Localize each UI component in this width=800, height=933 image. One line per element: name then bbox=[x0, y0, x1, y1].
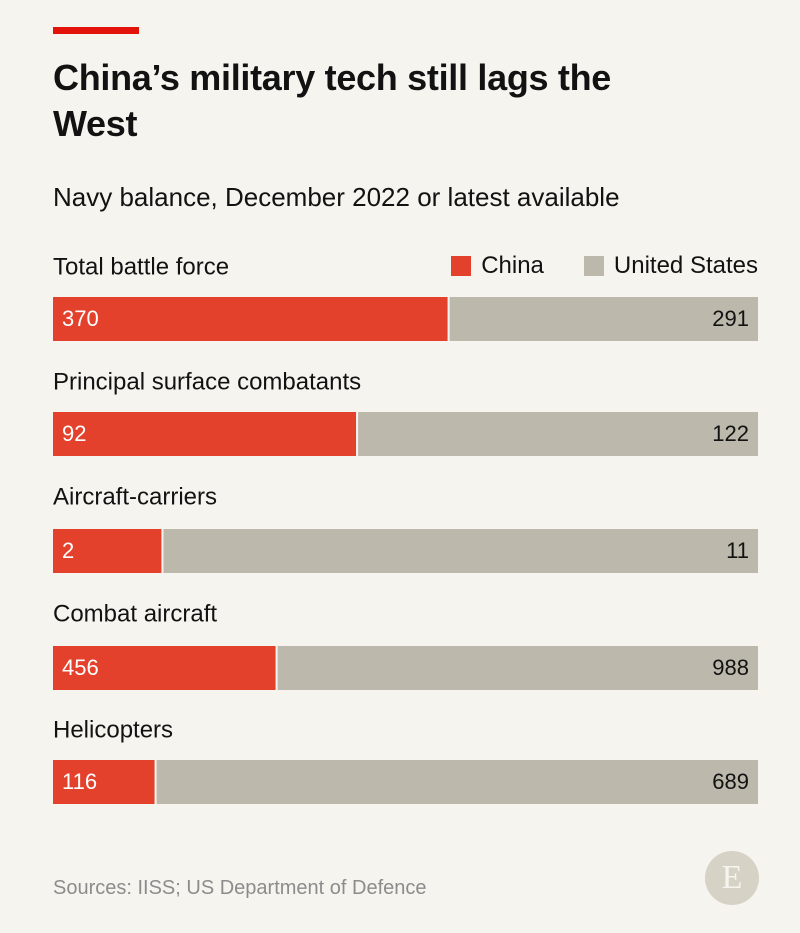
bar-china bbox=[53, 760, 155, 804]
value-label-us: 689 bbox=[712, 769, 749, 794]
bar-us bbox=[53, 760, 758, 804]
bar-divider bbox=[275, 646, 278, 690]
chart-title: China’s military tech still lags the Wes… bbox=[53, 57, 612, 144]
value-label-china: 2 bbox=[62, 538, 74, 563]
value-label-china: 116 bbox=[62, 769, 97, 794]
legend-label-china: China bbox=[481, 252, 544, 279]
brand-red-rule bbox=[53, 27, 139, 34]
category-label: Total battle force bbox=[53, 253, 229, 280]
value-label-us: 988 bbox=[712, 655, 749, 680]
bar-divider bbox=[154, 760, 157, 804]
category-label: Aircraft-carriers bbox=[53, 483, 217, 510]
bar-divider bbox=[161, 529, 164, 573]
economist-logo: E bbox=[705, 851, 759, 905]
value-label-us: 11 bbox=[726, 538, 749, 563]
legend-swatch-us bbox=[583, 256, 604, 276]
value-label-us: 291 bbox=[712, 306, 749, 331]
legend-item-china: China bbox=[451, 252, 544, 280]
value-label-china: 456 bbox=[62, 655, 99, 680]
category-label: Principal surface combatants bbox=[53, 368, 361, 395]
bar-china bbox=[53, 646, 276, 690]
value-label-china: 92 bbox=[62, 421, 86, 446]
bar-divider bbox=[356, 412, 359, 456]
legend: China United States bbox=[411, 252, 758, 280]
value-label-china: 370 bbox=[62, 306, 99, 331]
legend-label-us: United States bbox=[613, 252, 758, 279]
sources-note: Sources: IISS; US Department of Defence bbox=[53, 877, 427, 899]
bar-us bbox=[53, 529, 758, 573]
bar-china bbox=[53, 412, 357, 456]
category-label: Combat aircraft bbox=[53, 600, 217, 627]
legend-swatch-china bbox=[451, 256, 472, 276]
bar-divider bbox=[447, 297, 450, 341]
chart-subtitle: Navy balance, December 2022 or latest av… bbox=[53, 182, 620, 212]
bar-china bbox=[53, 297, 448, 341]
value-label-us: 122 bbox=[712, 421, 749, 446]
bar-china bbox=[53, 529, 162, 573]
legend-item-us: United States bbox=[583, 252, 758, 280]
category-label: Helicopters bbox=[53, 716, 173, 743]
